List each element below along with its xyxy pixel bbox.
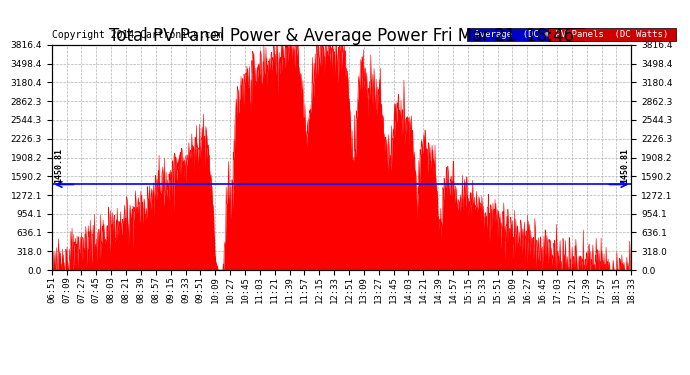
Text: 1450.81: 1450.81 [620, 148, 629, 183]
Text: PV Panels  (DC Watts): PV Panels (DC Watts) [550, 30, 674, 39]
Text: 1450.81: 1450.81 [55, 148, 63, 183]
Text: Average  (DC Watts): Average (DC Watts) [469, 30, 582, 39]
Title: Total PV Panel Power & Average Power Fri Mar 21  18:46: Total PV Panel Power & Average Power Fri… [109, 27, 574, 45]
Text: Copyright 2014 Cartronics.com: Copyright 2014 Cartronics.com [52, 30, 222, 40]
